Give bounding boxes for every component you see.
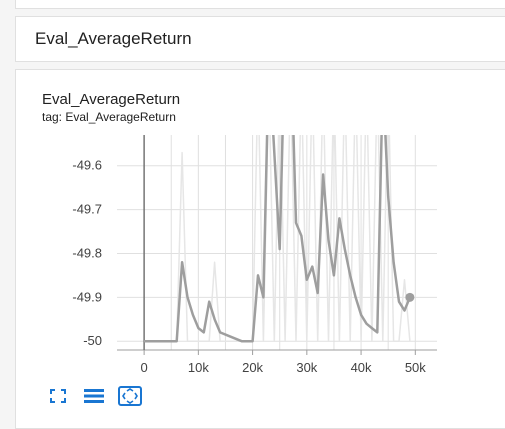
previous-card-edge bbox=[15, 0, 505, 9]
series-smoothed-line bbox=[144, 135, 412, 343]
x-tick-label: 40k bbox=[351, 360, 372, 375]
series-raw-line bbox=[144, 135, 411, 342]
y-tick-label: -50 bbox=[83, 333, 102, 348]
x-tick-label: 20k bbox=[242, 360, 263, 375]
data-table-button[interactable] bbox=[81, 385, 107, 407]
y-tick-label: -49.8 bbox=[72, 245, 102, 260]
series-layer bbox=[144, 135, 412, 343]
x-tick-label: 0 bbox=[141, 360, 148, 375]
hover-point[interactable] bbox=[405, 292, 415, 302]
tick-layer: 0 10k 20k 30k 40k 50k -50 -49.9 -49.8 -49.7 -49.6 bbox=[72, 158, 426, 375]
point-layer bbox=[405, 292, 415, 302]
section-title: Eval_AverageReturn bbox=[35, 29, 192, 48]
axis-layer bbox=[117, 135, 437, 351]
fullscreen-icon bbox=[50, 389, 66, 403]
chart-toolbar bbox=[45, 385, 143, 407]
fit-domain-icon bbox=[118, 386, 142, 406]
line-chart[interactable]: 0 10k 20k 30k 40k 50k -50 -49.9 -49.8 -49.7 -49.6 bbox=[0, 0, 505, 419]
chart-title: Eval_AverageReturn bbox=[42, 91, 181, 108]
x-tick-label: 50k bbox=[405, 360, 426, 375]
x-tick-label: 10k bbox=[188, 360, 209, 375]
chart-card bbox=[15, 69, 505, 429]
section-header[interactable]: Eval_AverageReturn bbox=[15, 16, 505, 62]
y-tick-label: -49.7 bbox=[72, 202, 102, 217]
fit-domain-button[interactable] bbox=[117, 385, 143, 407]
data-table-icon bbox=[84, 389, 104, 403]
y-tick-label: -49.9 bbox=[72, 289, 102, 304]
chart-tag: tag: Eval_AverageReturn bbox=[42, 110, 176, 124]
fullscreen-button[interactable] bbox=[45, 385, 71, 407]
y-tick-label: -49.6 bbox=[72, 158, 102, 173]
x-tick-label: 30k bbox=[296, 360, 317, 375]
